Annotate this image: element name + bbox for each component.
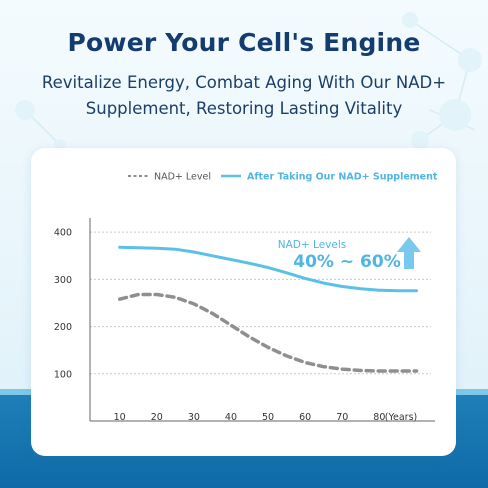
- y-tick-200: 200: [54, 322, 72, 333]
- arrow-up-icon: [397, 237, 421, 269]
- supplement-line: [118, 245, 418, 293]
- legend-nad-label: NAD+ Level: [154, 172, 211, 183]
- callout-label: NAD+ Levels: [278, 239, 346, 251]
- y-tick-400: 400: [54, 228, 72, 239]
- chart-card: NAD+ Level After Taking Our NAD+ Supplem…: [31, 148, 456, 456]
- x-tick-20: 20: [151, 412, 163, 423]
- grid: [90, 231, 431, 375]
- x-tick-labels: 10 20 30 40 50 60 70 80 (Years): [114, 412, 418, 423]
- x-tick-10: 10: [114, 412, 126, 423]
- x-tick-40: 40: [225, 412, 237, 423]
- legend: NAD+ Level After Taking Our NAD+ Supplem…: [128, 172, 438, 183]
- nad-chart: NAD+ Level After Taking Our NAD+ Supplem…: [54, 172, 438, 424]
- x-tick-50: 50: [262, 412, 274, 423]
- legend-supplement-label: After Taking Our NAD+ Supplement: [247, 172, 438, 183]
- x-tick-70: 70: [336, 412, 348, 423]
- callout-value: 40% ~ 60%: [293, 252, 400, 272]
- series-lines: [117, 245, 419, 373]
- axes: [89, 218, 435, 422]
- y-tick-labels: 100 200 300 400: [54, 228, 72, 381]
- x-tick-80: 80: [373, 412, 385, 423]
- page-subtitle: Revitalize Energy, Combat Aging With Our…: [41, 73, 447, 118]
- y-tick-100: 100: [54, 369, 72, 380]
- page-title: Power Your Cell's Engine: [67, 28, 421, 57]
- y-tick-300: 300: [54, 275, 72, 286]
- nad-level-line: [117, 292, 419, 373]
- nad-callout: NAD+ Levels 40% ~ 60%: [278, 237, 421, 272]
- x-tick-60: 60: [299, 412, 311, 423]
- x-axis-unit-label: (Years): [385, 412, 417, 423]
- x-tick-30: 30: [188, 412, 200, 423]
